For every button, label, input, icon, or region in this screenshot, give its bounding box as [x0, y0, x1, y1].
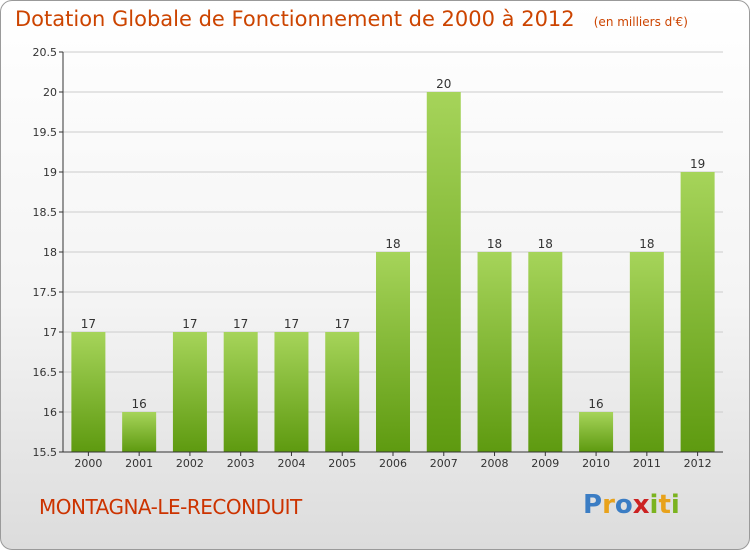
logo-letter: t — [658, 490, 671, 520]
logo-letter: i — [670, 490, 680, 520]
bar-value-label: 18 — [385, 237, 400, 251]
bar-value-label: 19 — [690, 157, 705, 171]
x-tick-label: 2011 — [633, 457, 661, 470]
y-tick-label: 19.5 — [33, 126, 58, 139]
bar — [325, 332, 360, 452]
bar — [680, 172, 715, 452]
chart-title-unit: (en milliers d'€) — [593, 15, 688, 29]
logo-letter: P — [583, 490, 603, 520]
logo-letter: x — [632, 490, 650, 520]
y-tick-label: 18 — [43, 246, 57, 259]
bar — [477, 252, 512, 452]
x-tick-label: 2001 — [125, 457, 153, 470]
y-tick-label: 20 — [43, 86, 57, 99]
x-tick-label: 2004 — [277, 457, 305, 470]
chart-title-main: Dotation Globale de Fonctionnement de 20… — [15, 7, 575, 31]
bar-value-label: 16 — [588, 397, 603, 411]
y-tick-label: 16 — [43, 406, 57, 419]
bar-value-label: 17 — [81, 317, 96, 331]
y-tick-label: 17 — [43, 326, 57, 339]
x-tick-label: 2003 — [227, 457, 255, 470]
bar — [629, 252, 664, 452]
bar — [528, 252, 563, 452]
logo-letter: i — [649, 490, 659, 520]
bar-value-label: 17 — [182, 317, 197, 331]
bar — [122, 412, 157, 452]
proxiti-logo: Proxiti — [583, 490, 680, 520]
x-tick-label: 2009 — [531, 457, 559, 470]
x-tick-label: 2006 — [379, 457, 407, 470]
logo-letter: r — [602, 490, 615, 520]
chart-title: Dotation Globale de Fonctionnement de 20… — [15, 7, 688, 31]
bar-value-label: 18 — [639, 237, 654, 251]
y-tick-label: 16.5 — [33, 366, 58, 379]
bar-value-label: 17 — [284, 317, 299, 331]
x-tick-label: 2005 — [328, 457, 356, 470]
bar-value-label: 17 — [233, 317, 248, 331]
y-tick-label: 20.5 — [33, 46, 58, 59]
x-tick-label: 2008 — [481, 457, 509, 470]
x-tick-label: 2000 — [74, 457, 102, 470]
bar — [172, 332, 207, 452]
bar-value-label: 16 — [132, 397, 147, 411]
bar — [223, 332, 258, 452]
logo-letter: o — [614, 490, 633, 520]
y-tick-label: 19 — [43, 166, 57, 179]
x-tick-label: 2002 — [176, 457, 204, 470]
bar-value-label: 20 — [436, 77, 451, 91]
x-tick-label: 2010 — [582, 457, 610, 470]
x-tick-label: 2007 — [430, 457, 458, 470]
bar — [376, 252, 410, 452]
y-tick-label: 17.5 — [33, 286, 58, 299]
bar — [426, 92, 461, 452]
bar-value-label: 18 — [487, 237, 502, 251]
bar — [274, 332, 309, 452]
bar-value-label: 17 — [335, 317, 350, 331]
bar — [71, 332, 106, 452]
x-tick-label: 2012 — [684, 457, 712, 470]
commune-name: MONTAGNA-LE-RECONDUIT — [39, 495, 302, 519]
bar-value-label: 18 — [538, 237, 553, 251]
y-tick-label: 18.5 — [33, 206, 58, 219]
y-tick-label: 15.5 — [33, 446, 58, 459]
bar — [579, 412, 614, 452]
